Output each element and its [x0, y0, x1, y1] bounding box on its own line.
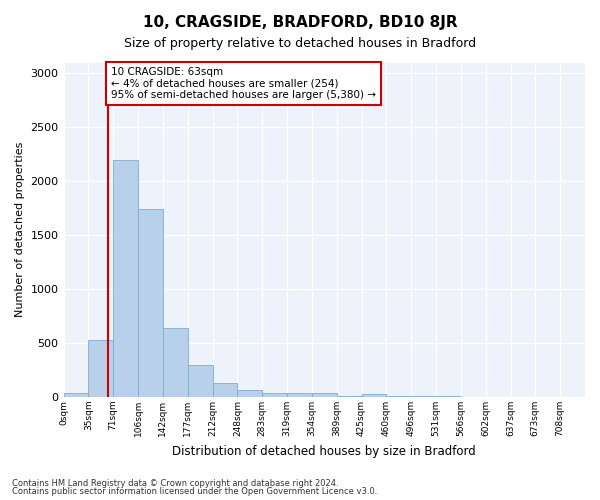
- Bar: [337, 396, 362, 397]
- Bar: [163, 328, 188, 397]
- Text: 10, CRAGSIDE, BRADFORD, BD10 8JR: 10, CRAGSIDE, BRADFORD, BD10 8JR: [143, 15, 457, 30]
- Bar: [386, 396, 411, 397]
- Bar: [238, 390, 262, 397]
- Text: Size of property relative to detached houses in Bradford: Size of property relative to detached ho…: [124, 38, 476, 51]
- Y-axis label: Number of detached properties: Number of detached properties: [15, 142, 25, 318]
- Bar: [64, 393, 88, 397]
- Bar: [362, 394, 386, 397]
- Bar: [262, 392, 287, 397]
- Bar: [436, 396, 461, 397]
- Bar: [138, 210, 163, 397]
- Text: Contains public sector information licensed under the Open Government Licence v3: Contains public sector information licen…: [12, 487, 377, 496]
- Text: 10 CRAGSIDE: 63sqm
← 4% of detached houses are smaller (254)
95% of semi-detache: 10 CRAGSIDE: 63sqm ← 4% of detached hous…: [111, 67, 376, 100]
- Bar: [312, 393, 337, 397]
- Bar: [212, 383, 238, 397]
- Bar: [411, 396, 436, 397]
- X-axis label: Distribution of detached houses by size in Bradford: Distribution of detached houses by size …: [172, 444, 476, 458]
- Bar: [88, 340, 113, 397]
- Bar: [188, 365, 212, 397]
- Bar: [287, 393, 312, 397]
- Text: Contains HM Land Registry data © Crown copyright and database right 2024.: Contains HM Land Registry data © Crown c…: [12, 478, 338, 488]
- Bar: [113, 160, 138, 397]
